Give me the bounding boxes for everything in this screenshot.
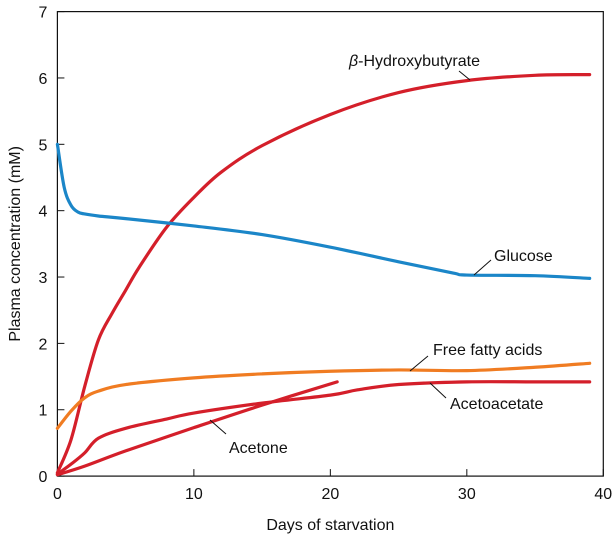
x-axis-title: Days of starvation [266, 517, 394, 534]
y-tick-label-3: 3 [38, 270, 47, 287]
beta-hydroxybutyrate-line [55, 73, 592, 475]
y-tick-label-5: 5 [38, 137, 47, 154]
acetoacetate-line [55, 380, 592, 476]
x-tick-label-40: 40 [594, 486, 612, 503]
series-layer [55, 73, 592, 477]
y-tick-label-1: 1 [38, 403, 47, 420]
y-axis-title: Plasma concentration (mM) [7, 146, 24, 342]
annotations-layer: β-Hydroxybutyrate Glucose Free fatty acids… [209, 53, 553, 457]
glucose-label: Glucose [494, 248, 553, 265]
y-tick-label-6: 6 [38, 71, 47, 88]
acetone-leader-line [209, 419, 227, 435]
acetoacetate-label: Acetoacetate [450, 396, 544, 413]
acetone-label: Acetone [229, 440, 288, 457]
ticks-layer: 0 10 20 30 40 0 1 2 3 4 5 6 7 [38, 5, 612, 504]
x-tick-label-10: 10 [185, 486, 203, 503]
beta-hydroxybutyrate-leader-line [458, 70, 471, 81]
free-fatty-acids-leader-line [409, 355, 429, 372]
beta-hydroxybutyrate-label-suffix: -Hydroxybutyrate [358, 53, 480, 70]
y-tick-label-2: 2 [38, 336, 47, 353]
y-tick-label-7: 7 [38, 5, 47, 22]
x-tick-label-20: 20 [321, 486, 339, 503]
x-tick-label-30: 30 [458, 486, 476, 503]
acetone-line [55, 380, 339, 477]
y-tick-label-0: 0 [38, 469, 47, 486]
y-tick-label-4: 4 [38, 204, 47, 221]
glucose-leader-line [473, 259, 492, 276]
free-fatty-acids-label: Free fatty acids [433, 342, 542, 359]
glucose-line [55, 142, 592, 280]
x-tick-label-0: 0 [53, 486, 62, 503]
free-fatty-acids-line [55, 361, 592, 430]
acetoacetate-leader-line [429, 382, 447, 399]
beta-hydroxybutyrate-label: β-Hydroxybutyrate [348, 53, 480, 70]
beta-hydroxybutyrate-label-prefix: β [348, 53, 358, 70]
